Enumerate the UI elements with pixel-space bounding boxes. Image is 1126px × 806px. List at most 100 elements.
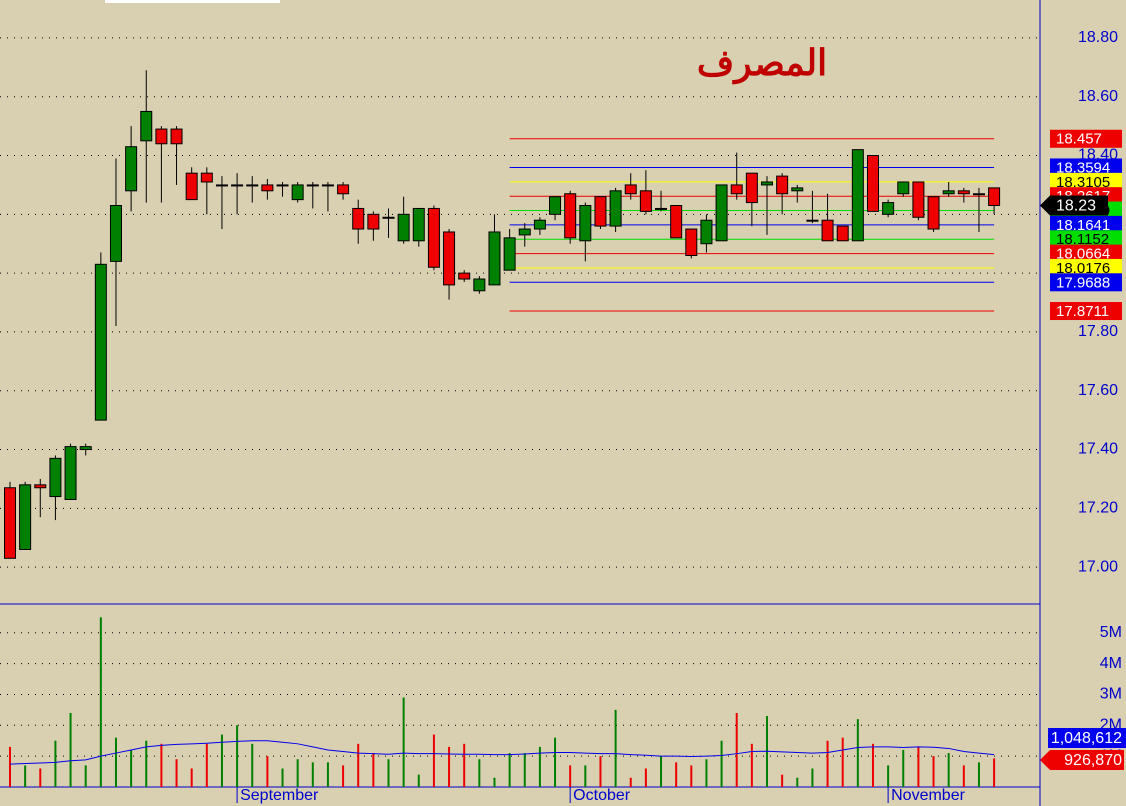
level-label: 18.457 <box>1056 131 1102 148</box>
y-tick-label: 17.40 <box>1078 441 1118 458</box>
volume-bar <box>372 753 375 787</box>
volume-bar <box>251 743 254 787</box>
candle-body <box>261 184 274 192</box>
volume-bar <box>508 753 511 787</box>
volume-tick-label: 4M <box>1100 655 1122 672</box>
y-tick-label: 18.60 <box>1078 88 1118 105</box>
y-tick-label: 17.20 <box>1078 500 1118 517</box>
volume-bar <box>977 762 980 787</box>
volume-bar <box>644 768 647 787</box>
last-price: 18.23 <box>1056 198 1096 215</box>
candle-body <box>79 446 92 451</box>
last-price-tag <box>1040 195 1108 216</box>
candle-body <box>34 484 47 489</box>
candle-body <box>427 207 440 268</box>
volume-bar <box>342 765 345 787</box>
volume-bar <box>432 734 435 787</box>
volume-bar <box>99 617 102 787</box>
candle-body <box>125 146 138 192</box>
candle-body <box>957 190 970 195</box>
level-label: 17.8711 <box>1056 303 1109 320</box>
candle-body <box>518 228 531 236</box>
volume-bar <box>947 753 950 787</box>
candle-body <box>639 190 652 212</box>
candle-body <box>897 181 910 195</box>
volume-bar <box>660 756 663 787</box>
candle-body <box>761 181 773 186</box>
candle-body <box>503 237 516 271</box>
volume-bar <box>629 777 632 787</box>
volume-bar <box>871 743 874 787</box>
candle-body <box>836 225 849 242</box>
candle-body <box>730 184 743 195</box>
x-tick-label: November <box>891 787 965 804</box>
volume-bar <box>887 765 890 787</box>
level-label-box <box>1050 258 1122 277</box>
candle-body <box>488 231 501 286</box>
candle-body <box>215 184 228 187</box>
window-edge <box>105 0 280 3</box>
volume-bar <box>917 746 920 787</box>
candle-body <box>670 205 683 239</box>
level-label-box <box>1050 158 1122 177</box>
candle-body <box>533 219 546 230</box>
candle-body <box>231 184 244 187</box>
volume-bar <box>554 737 557 787</box>
volume-bar <box>402 697 405 787</box>
candle-body <box>140 110 153 142</box>
y-tick-label: 17.60 <box>1078 382 1118 399</box>
candle-body <box>337 184 350 195</box>
level-label-box <box>1050 172 1122 191</box>
volume-bar <box>962 765 965 787</box>
candle-body <box>685 228 698 256</box>
y-tick-label: 18.80 <box>1078 29 1118 46</box>
volume-bar <box>781 774 784 787</box>
level-label-box <box>1050 129 1122 148</box>
volume-bar <box>720 740 723 787</box>
candle-body <box>564 193 577 239</box>
volume-tick-label: 5M <box>1100 624 1122 641</box>
volume-tick-label: 3M <box>1100 686 1122 703</box>
candle-body <box>745 172 758 204</box>
candle-body <box>367 213 380 230</box>
volume-bar <box>614 709 617 787</box>
volume-bar <box>69 712 72 787</box>
volume-bar <box>54 740 57 787</box>
volume-bar <box>478 759 481 787</box>
volume-bar <box>523 753 526 787</box>
candle-body <box>866 155 879 212</box>
candle-body <box>851 149 864 242</box>
level-label: 17.9688 <box>1056 274 1110 291</box>
volume-bar <box>236 725 239 787</box>
volume-bar <box>448 746 451 787</box>
level-label-box <box>1050 215 1122 234</box>
volume-bar <box>417 774 420 787</box>
level-label-box <box>1050 273 1122 292</box>
volume-bar <box>796 777 799 787</box>
volume-bar <box>826 740 829 787</box>
candle-body <box>49 457 62 498</box>
candle-body <box>185 172 198 201</box>
volume-marker-box <box>1040 750 1124 770</box>
candle-body <box>988 187 1001 207</box>
volume-bar <box>463 743 466 787</box>
candle-body <box>821 219 834 242</box>
candle-body <box>170 128 183 145</box>
volume-bar <box>296 759 299 787</box>
volume-bar <box>841 737 844 787</box>
chart-title: المصرف <box>697 42 827 85</box>
level-label: 18.1152 <box>1056 231 1109 248</box>
candle-body <box>927 196 940 230</box>
candle-body <box>579 205 592 242</box>
level-label: 18.1641 <box>1056 217 1110 234</box>
volume-bar <box>584 765 587 787</box>
y-tick-label: 17.80 <box>1078 323 1118 340</box>
candle-body <box>412 207 425 242</box>
y-tick-label: 17.00 <box>1078 558 1118 575</box>
volume-bar <box>39 768 42 787</box>
volume-ma-line <box>9 740 995 765</box>
candle-body <box>4 487 16 559</box>
volume-bar <box>856 719 859 787</box>
candle-body <box>549 196 562 215</box>
volume-bar <box>24 765 27 787</box>
